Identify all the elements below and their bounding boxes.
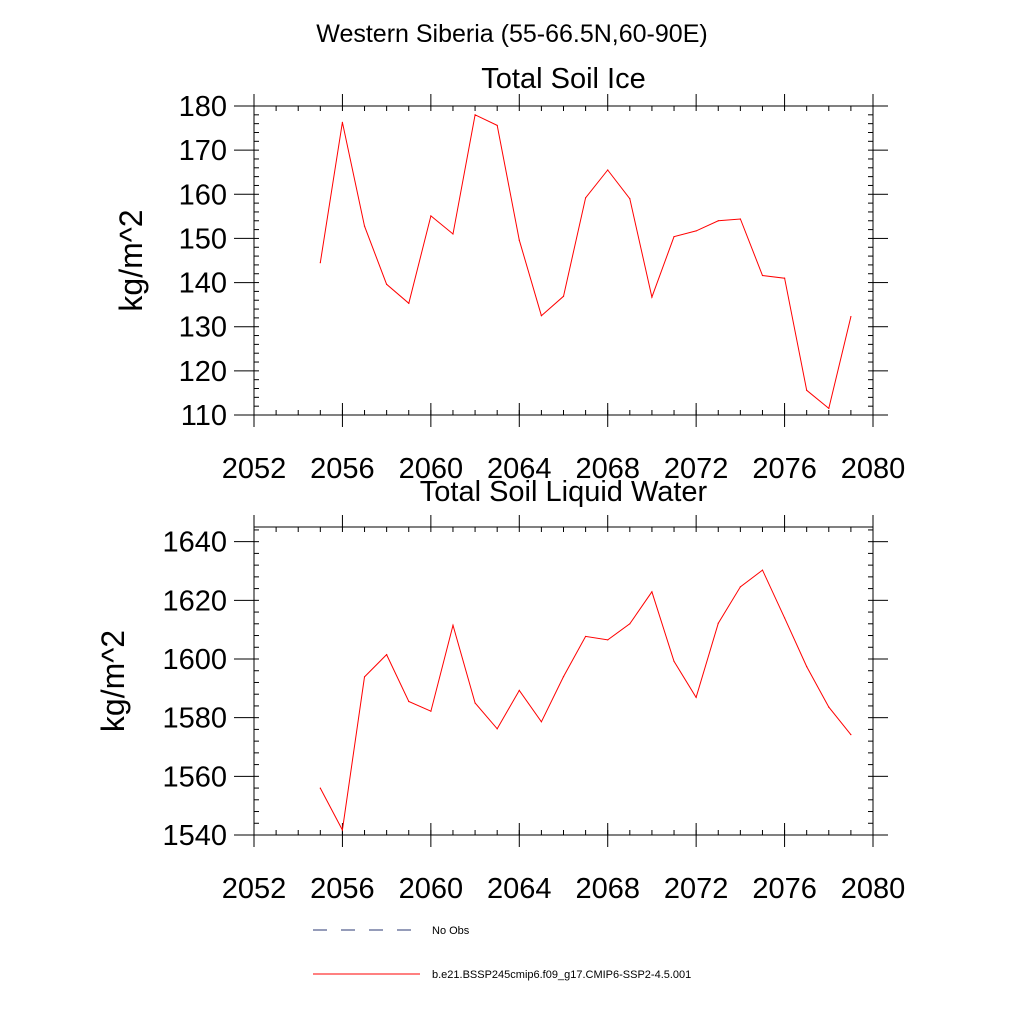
chart-0-series-0-point [408,302,410,304]
legend: No Obs b.e21.BSSP245cmip6.f09_g17.CMIP6-… [313,925,691,981]
chart-1-series-0-point [717,622,719,624]
chart-0-y-tick-label: 130 [179,312,227,344]
chart-0-series-0-point [496,124,498,127]
chart-1-x-tick-label: 2060 [399,873,464,905]
chart-1-series-0-point [408,700,410,703]
chart-0-series-0-point [562,295,565,297]
chart-1-series-0-point [430,710,432,712]
chart-0-x-tick-label: 2064 [487,453,552,485]
chart-0-series-0-point [518,239,520,241]
chart-1-series-0-point [363,676,366,678]
chart-0-x-tick-label: 2072 [664,453,729,485]
chart-1-series-0-point [496,728,498,730]
chart-0-series-0-point [629,198,631,200]
chart-1-title: Total Soil Liquid Water [420,476,708,508]
chart-0-series-0-point [386,283,388,285]
chart-1-series-0-point [651,591,653,593]
chart-1-x-tick-label: 2072 [664,873,729,905]
chart-0-x-tick-label: 2068 [575,453,640,485]
panel-total-soil-ice: Total Soil Ice kg/m^2 2052 2056 2060 2064 2068… [113,63,905,485]
chart-0-y-tick-label: 110 [181,400,227,432]
chart-1-series-0-point [452,624,454,626]
chart-1-x-tick-label: 2064 [487,873,552,905]
chart-0-title: Total Soil Ice [481,63,645,95]
chart-0-y-tick-label: 120 [179,356,227,388]
chart-0-series-0-point [363,225,366,227]
page-title: Western Siberia (55-66.5N,60-90E) [316,20,707,48]
chart-1-y-tick-label: 1620 [162,585,227,617]
legend-entry-no-obs: No Obs [313,925,470,937]
chart-0-series-0-point [585,197,587,199]
chart-0-y-tick-label: 180 [179,91,227,123]
chart-1-ylabel: kg/m^2 [95,630,131,732]
chart-0-series-0-point [828,407,830,409]
panel-total-soil-liquid-water: Total Soil Liquid Water kg/m^2 2052 2056 206… [95,476,905,905]
chart-1-series-0-point [783,617,786,619]
chart-0-x-tick-label: 2060 [399,453,464,485]
chart-0-series-0-point [452,233,454,235]
chart-1-series-0-point [673,660,675,662]
chart-0-y-tick-label: 160 [179,179,227,211]
chart-0-series-0-point [739,218,741,220]
legend-entry-model: b.e21.BSSP245cmip6.f09_g17.CMIP6-SSP2-4.… [313,969,691,981]
chart-1-y-tick-label: 1560 [162,761,227,793]
chart-0-y-tick-label: 140 [179,268,227,300]
chart-1-x-tick-label: 2080 [841,873,906,905]
chart-1-series-0-point [562,676,565,678]
chart-1-series-0-point [607,639,609,641]
chart-1-y-tick-label: 1580 [162,703,227,735]
chart-1-series-0-point [518,689,520,691]
chart-1-x-tick-label: 2076 [752,873,817,905]
chart-0-x-tick-label: 2052 [222,453,287,485]
chart-1-x-tick-label: 2056 [310,873,375,905]
chart-1-series-0-point [474,702,476,704]
chart-1-y-tick-label: 1600 [162,644,227,676]
chart-0-series-0-point [430,215,432,217]
chart-0-y-tick-label: 170 [179,135,227,167]
chart-1-x-tick-label: 2052 [222,873,287,905]
chart-0-series-0-point [717,220,719,222]
chart-0-series-0-point [761,274,764,277]
chart-1-series-0-point [850,734,852,736]
chart-1-series-0-point [629,623,631,625]
chart-1-series-0-point [806,666,808,668]
chart-1-series-0-point [585,635,587,638]
chart-1-y-tick-label: 1640 [162,527,227,559]
chart-0-series-0-point [607,169,609,171]
chart-1-series-0-point [341,829,344,831]
chart-1-series-0-point [319,787,321,789]
chart-0-series-0-point [695,230,697,232]
chart-0-x-tick-label: 2080 [841,453,906,485]
chart-1-y-tick-label: 1540 [162,820,227,852]
chart-0-series-0-point [783,277,786,279]
chart-1-series-0-point [540,721,542,723]
chart-1-x-tick-label: 2068 [575,873,640,905]
chart-1-series-0-point [695,696,697,699]
chart-0-y-tick-label: 150 [179,223,227,255]
chart-0-series-0-line [319,114,852,410]
chart-0-series-0-point [850,315,852,318]
chart-0-series-0-point [540,315,542,317]
chart-1-series-0-line [319,569,852,832]
chart-0-x-tick-label: 2076 [752,453,817,485]
chart-0-plot-frame [253,105,874,416]
chart-1-series-0-point [761,569,764,571]
chart-0-series-0-point [651,296,653,298]
legend-label-model: b.e21.BSSP245cmip6.f09_g17.CMIP6-SSP2-4.… [432,969,691,981]
chart-0-x-tick-label: 2056 [310,453,375,485]
legend-label-no-obs: No Obs [432,925,470,937]
chart-1-series-0-point [739,586,741,588]
chart-1-plot-frame [253,526,874,836]
chart-0-series-0-point [806,389,808,391]
chart-1-series-0-point [386,654,388,656]
chart-0-series-0-point [319,262,321,264]
chart-0-series-0-point [673,236,675,238]
chart-0-ylabel: kg/m^2 [113,209,149,311]
chart-0-series-0-point [474,114,476,116]
chart-1-series-0-point [828,706,830,708]
chart-0-series-0-point [341,121,344,123]
